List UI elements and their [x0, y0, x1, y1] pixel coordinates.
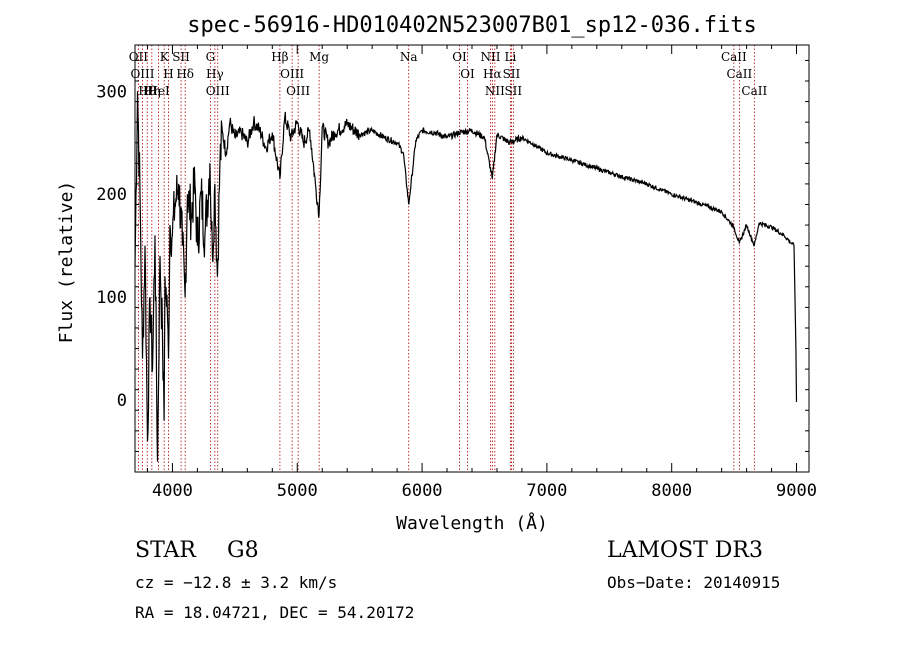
chart-title: spec-56916-HD010402N523007B01_sp12-036.f… [187, 13, 757, 38]
line-label-hη: Hη [143, 84, 161, 98]
line-label-sii: SII [172, 50, 190, 64]
line-label-hβ: Hβ [271, 50, 288, 64]
x-tick-label: 5000 [277, 481, 318, 501]
x-tick-label: 6000 [402, 481, 443, 501]
line-label-sii: SII [504, 84, 522, 98]
line-label-hα: Hα [483, 67, 502, 81]
line-label-oi: OI [460, 67, 475, 81]
class-label: STAR [135, 538, 196, 563]
line-label-k: K [160, 50, 170, 64]
line-label-oi: OI [452, 50, 467, 64]
velocity-label: cz = −12.8 ± 3.2 km/s [135, 573, 338, 592]
survey-label: LAMOST DR3 [607, 538, 763, 563]
line-label-li: Li [505, 50, 517, 64]
spectral-line-markers [137, 45, 755, 472]
object-class: STAR G8 [135, 538, 259, 563]
spectrum-line [134, 91, 798, 462]
coordinates-label: RA = 18.04721, DEC = 54.20172 [135, 603, 415, 622]
line-label-oiii: OIII [280, 67, 304, 81]
line-label-oiii: OIII [130, 67, 154, 81]
y-axis: 0 100 200 300 [96, 59, 809, 452]
x-tick-label: 7000 [526, 481, 567, 501]
line-label-hγ: Hγ [206, 67, 224, 81]
line-label-g: G [206, 50, 216, 64]
line-label-caii: CaII [741, 84, 767, 98]
line-label-h: H [163, 67, 173, 81]
line-label-mg: Mg [309, 50, 329, 64]
line-label-nii: NII [485, 84, 505, 98]
line-label-oiii: OIII [286, 84, 310, 98]
plot-frame [134, 44, 810, 473]
line-label-oii: OII [129, 50, 149, 64]
line-label-hθ: Hθ [138, 84, 156, 98]
x-axis-label: Wavelength (Å) [396, 512, 548, 534]
line-label-nii: NII [480, 50, 500, 64]
obs-date-label: Obs−Date: 20140915 [607, 573, 781, 592]
line-label-hδ: Hδ [176, 67, 194, 81]
subclass-label: G8 [227, 538, 259, 563]
x-tick-label: 4000 [152, 481, 193, 501]
x-axis: 4000 5000 6000 7000 8000 9000 [146, 45, 817, 501]
x-tick-label: 9000 [776, 481, 817, 501]
line-label-caii: CaII [721, 50, 747, 64]
line-label-hei: HeI [147, 84, 170, 98]
y-tick-label: 300 [96, 82, 127, 102]
line-label-na: Na [400, 50, 418, 64]
line-label-sii: SII [503, 67, 521, 81]
y-tick-label: 0 [117, 391, 127, 411]
y-axis-label: Flux (relative) [56, 181, 77, 344]
x-tick-label: 8000 [651, 481, 692, 501]
y-tick-label: 100 [96, 288, 127, 308]
line-label-oiii: OIII [206, 84, 230, 98]
line-label-caii: CaII [726, 67, 752, 81]
y-tick-label: 200 [96, 185, 127, 205]
